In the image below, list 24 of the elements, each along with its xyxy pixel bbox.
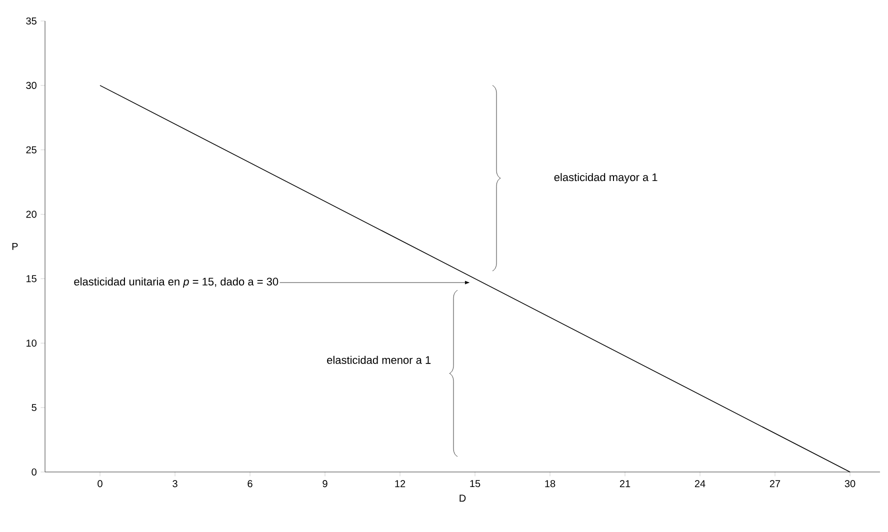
x-tick-label: 12 bbox=[395, 480, 406, 488]
y-tick-label: 0 bbox=[32, 468, 36, 476]
x-tick-label: 24 bbox=[694, 480, 706, 488]
x-tick-label: 18 bbox=[545, 480, 556, 488]
y-tick-label: 15 bbox=[26, 275, 36, 282]
x-tick-label: 0 bbox=[98, 480, 102, 488]
y-tick-label: 20 bbox=[26, 210, 36, 218]
y-axis-title: P bbox=[12, 243, 18, 250]
y-tick-label: 25 bbox=[26, 146, 36, 154]
annotation: elasticidad menor a 1 bbox=[327, 356, 431, 364]
annotation: elasticidad mayor a 1 bbox=[554, 173, 658, 184]
x-tick-label: 3 bbox=[172, 480, 178, 488]
x-tick-label: 15 bbox=[470, 480, 480, 488]
x-tick-label: 9 bbox=[322, 480, 328, 488]
x-tick-label: 27 bbox=[770, 480, 780, 488]
x-axis-title: D bbox=[460, 494, 466, 502]
annotation: elasticidad unitaria en p = 15, dado a = 30 bbox=[74, 277, 278, 288]
y-tick-label: 35 bbox=[26, 17, 36, 25]
y-tick-label: 5 bbox=[32, 404, 36, 412]
y-tick-label: 10 bbox=[26, 340, 36, 347]
y-tick-label: 30 bbox=[26, 82, 36, 89]
x-tick-label: 21 bbox=[620, 480, 630, 488]
x-tick-label: 30 bbox=[844, 480, 856, 488]
x-tick-label: 6 bbox=[248, 480, 252, 488]
